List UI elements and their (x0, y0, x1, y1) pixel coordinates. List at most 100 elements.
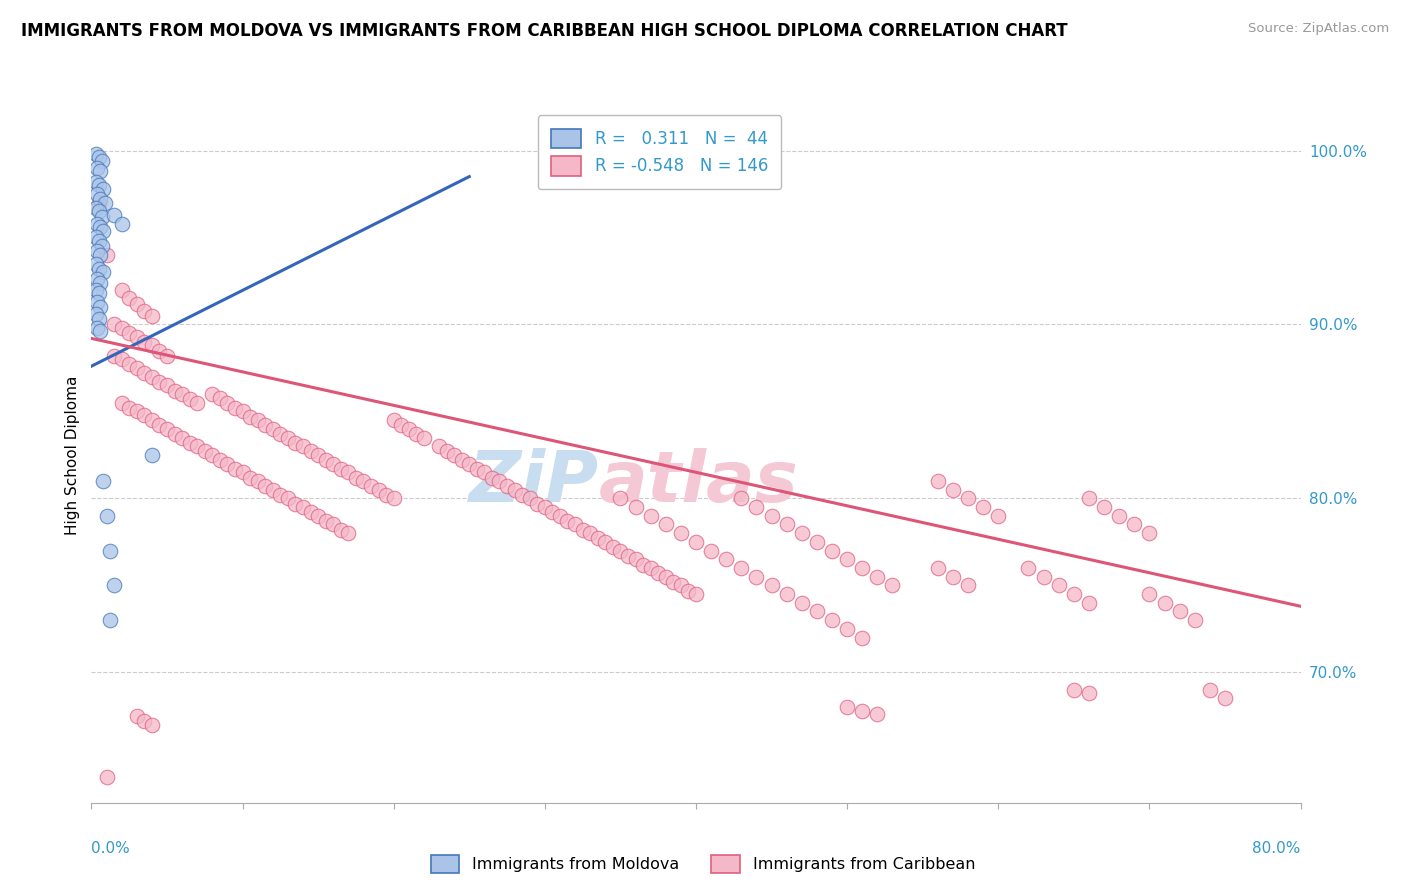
Point (526, 497, 548, 511)
Point (322, 457, 344, 471)
Point (1063, 682, 1085, 697)
Point (1123, 517, 1146, 532)
Point (91, 239, 114, 253)
Point (851, 631, 873, 645)
Point (382, 413, 405, 427)
Point (118, 291, 141, 305)
Point (172, 387, 194, 401)
Point (262, 422, 284, 436)
Point (103, 208, 125, 222)
Point (1213, 691, 1236, 706)
Point (125, 329, 148, 343)
Point (398, 422, 420, 436)
Point (927, 561, 949, 575)
Point (148, 343, 170, 358)
Point (141, 413, 163, 427)
Point (730, 561, 752, 575)
Point (496, 479, 519, 493)
Point (790, 596, 813, 610)
Point (217, 457, 239, 471)
Point (89, 300, 111, 314)
Point (1153, 596, 1175, 610)
Text: ZiP: ZiP (470, 449, 599, 517)
Point (1032, 569, 1054, 583)
Point (84, 256, 107, 270)
Point (201, 448, 224, 462)
Point (761, 578, 783, 592)
Point (89, 220, 111, 235)
Point (299, 444, 322, 458)
Point (89, 164, 111, 178)
Point (208, 453, 231, 467)
Point (835, 700, 858, 714)
Point (851, 561, 873, 575)
Point (148, 375, 170, 389)
Text: IMMIGRANTS FROM MOLDOVA VS IMMIGRANTS FROM CARIBBEAN HIGH SCHOOL DIPLOMA CORRELA: IMMIGRANTS FROM MOLDOVA VS IMMIGRANTS FR… (21, 22, 1067, 40)
Point (654, 569, 676, 583)
Point (488, 474, 510, 488)
Point (564, 517, 586, 532)
Point (360, 479, 382, 493)
Point (579, 526, 602, 541)
Point (87, 312, 110, 326)
Point (413, 430, 436, 444)
Point (1092, 500, 1115, 514)
Point (134, 714, 156, 728)
Point (179, 392, 201, 407)
Point (156, 378, 179, 392)
Point (277, 430, 299, 444)
Point (1077, 686, 1099, 700)
Point (624, 552, 647, 566)
Point (1139, 587, 1161, 601)
Point (179, 435, 201, 450)
Point (194, 444, 217, 458)
Point (714, 552, 737, 566)
Point (125, 296, 148, 310)
Point (322, 517, 344, 532)
Point (337, 526, 360, 541)
Point (866, 707, 889, 722)
Point (481, 470, 503, 484)
Point (329, 462, 352, 476)
Point (436, 444, 458, 458)
Point (548, 508, 571, 523)
Point (239, 470, 262, 484)
Point (86, 161, 108, 175)
Point (172, 430, 194, 444)
Y-axis label: High School Diploma: High School Diploma (65, 376, 80, 534)
Point (647, 566, 669, 581)
Point (86, 244, 108, 259)
Point (84, 201, 107, 215)
Point (86, 272, 108, 286)
Point (87, 151, 110, 165)
Point (541, 505, 564, 519)
Point (678, 583, 700, 598)
Text: 80.0%: 80.0% (1253, 841, 1301, 856)
Point (1108, 508, 1130, 523)
Point (1077, 491, 1099, 506)
Point (745, 569, 768, 583)
Point (942, 483, 965, 497)
Point (1018, 561, 1040, 575)
Point (776, 517, 799, 532)
Point (821, 613, 844, 627)
Point (156, 349, 179, 363)
Text: atlas: atlas (599, 449, 799, 517)
Point (98, 613, 121, 627)
Point (93, 182, 115, 196)
Point (84, 230, 107, 244)
Legend: R =   0.311   N =  44, R = -0.548   N = 146: R = 0.311 N = 44, R = -0.548 N = 146 (538, 115, 782, 189)
Point (84, 147, 107, 161)
Point (103, 318, 125, 332)
Point (186, 439, 208, 453)
Point (254, 418, 277, 433)
Point (602, 540, 624, 554)
Point (87, 178, 110, 193)
Point (141, 309, 163, 323)
Point (118, 326, 141, 340)
Point (337, 466, 360, 480)
Point (125, 360, 148, 375)
Point (125, 708, 148, 723)
Point (269, 427, 291, 442)
Point (882, 578, 904, 592)
